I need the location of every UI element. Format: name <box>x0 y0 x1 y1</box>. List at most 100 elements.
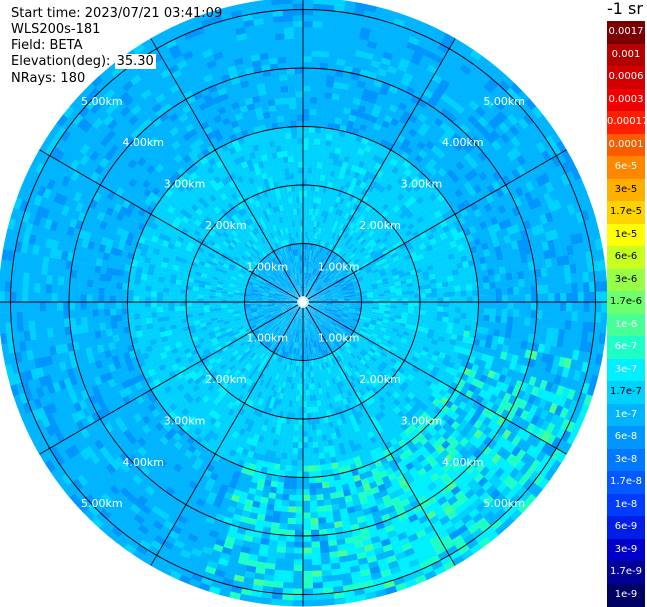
field-cell <box>471 65 484 77</box>
field-cell <box>313 9 324 17</box>
field-cell <box>305 383 310 390</box>
field-cell <box>303 120 310 127</box>
field-cell <box>302 442 309 449</box>
field-cell <box>370 180 378 188</box>
field-cell <box>405 275 412 281</box>
field-cell <box>516 355 525 366</box>
field-cell <box>367 247 375 254</box>
field-cell <box>540 172 551 185</box>
field-cell <box>308 255 312 262</box>
field-cell <box>390 308 397 312</box>
field-cell <box>500 315 508 324</box>
field-cell <box>546 327 554 338</box>
field-cell <box>298 413 303 420</box>
field-cell <box>361 299 368 303</box>
field-cell <box>413 309 420 315</box>
field-cell <box>324 290 331 294</box>
field-cell <box>312 275 316 281</box>
field-cell <box>299 401 303 408</box>
field-cell <box>429 253 437 261</box>
field-cell <box>369 114 378 124</box>
field-cell <box>365 4 377 13</box>
field-cell <box>367 294 374 298</box>
field-cell <box>315 251 320 258</box>
field-cell <box>443 291 450 298</box>
field-cell <box>293 570 303 578</box>
field-cell <box>557 265 566 276</box>
field-cell <box>345 319 353 324</box>
field-cell <box>412 175 422 185</box>
field-cell <box>406 278 413 284</box>
field-cell <box>309 102 318 110</box>
field-cell <box>586 261 595 273</box>
field-cell <box>329 251 335 258</box>
field-cell <box>362 251 370 258</box>
field-cell <box>555 207 565 220</box>
field-cell <box>376 320 383 325</box>
field-cell <box>314 304 321 307</box>
field-cell <box>345 257 352 263</box>
field-cell <box>356 110 365 119</box>
field-cell <box>471 313 479 321</box>
field-cell <box>432 230 440 238</box>
field-cell <box>518 348 527 358</box>
field-cell <box>304 290 307 297</box>
field-cell <box>471 344 480 353</box>
field-cell <box>388 261 396 267</box>
field-cell <box>359 180 367 189</box>
field-cell <box>443 88 455 99</box>
field-cell <box>390 330 398 337</box>
field-cell <box>388 209 396 217</box>
field-cell <box>326 69 336 77</box>
field-cell <box>564 182 575 195</box>
field-cell <box>319 293 326 297</box>
field-cell <box>567 368 576 380</box>
field-cell <box>439 78 451 89</box>
field-cell <box>549 345 557 356</box>
field-cell <box>339 281 346 286</box>
field-cell <box>397 63 408 73</box>
field-cell <box>442 237 450 246</box>
field-cell <box>432 53 444 64</box>
field-cell <box>328 51 339 59</box>
field-cell <box>329 274 335 280</box>
field-cell <box>339 197 345 205</box>
field-cell <box>325 139 332 147</box>
field-cell <box>447 361 456 369</box>
field-cell <box>589 239 598 252</box>
field-cell <box>342 238 348 246</box>
field-cell <box>309 267 312 274</box>
field-cell <box>306 412 312 420</box>
field-cell <box>527 358 536 369</box>
field-cell <box>315 476 322 484</box>
field-cell <box>408 265 416 272</box>
field-cell <box>316 167 322 175</box>
field-cell <box>476 276 484 284</box>
field-cell <box>312 244 316 251</box>
field-cell <box>505 242 514 252</box>
field-cell <box>453 251 461 259</box>
field-cell <box>345 125 354 134</box>
field-cell <box>350 25 362 34</box>
field-cell <box>365 46 376 55</box>
field-cell <box>327 63 337 71</box>
field-cell <box>419 220 428 228</box>
field-cell <box>449 240 458 249</box>
field-cell <box>570 180 580 193</box>
field-cell <box>334 117 343 125</box>
field-cell <box>571 292 579 303</box>
field-cell <box>284 564 294 572</box>
field-cell <box>385 9 398 19</box>
field-cell <box>302 565 313 572</box>
field-cell <box>329 188 336 196</box>
field-cell <box>357 129 366 138</box>
field-cell <box>335 241 341 248</box>
field-cell <box>302 570 313 578</box>
field-cell <box>404 229 413 237</box>
field-cell <box>357 38 369 47</box>
field-cell <box>311 274 315 281</box>
field-cell <box>426 44 438 55</box>
field-cell <box>314 298 321 301</box>
field-cell <box>483 288 491 296</box>
field-cell <box>535 141 547 154</box>
